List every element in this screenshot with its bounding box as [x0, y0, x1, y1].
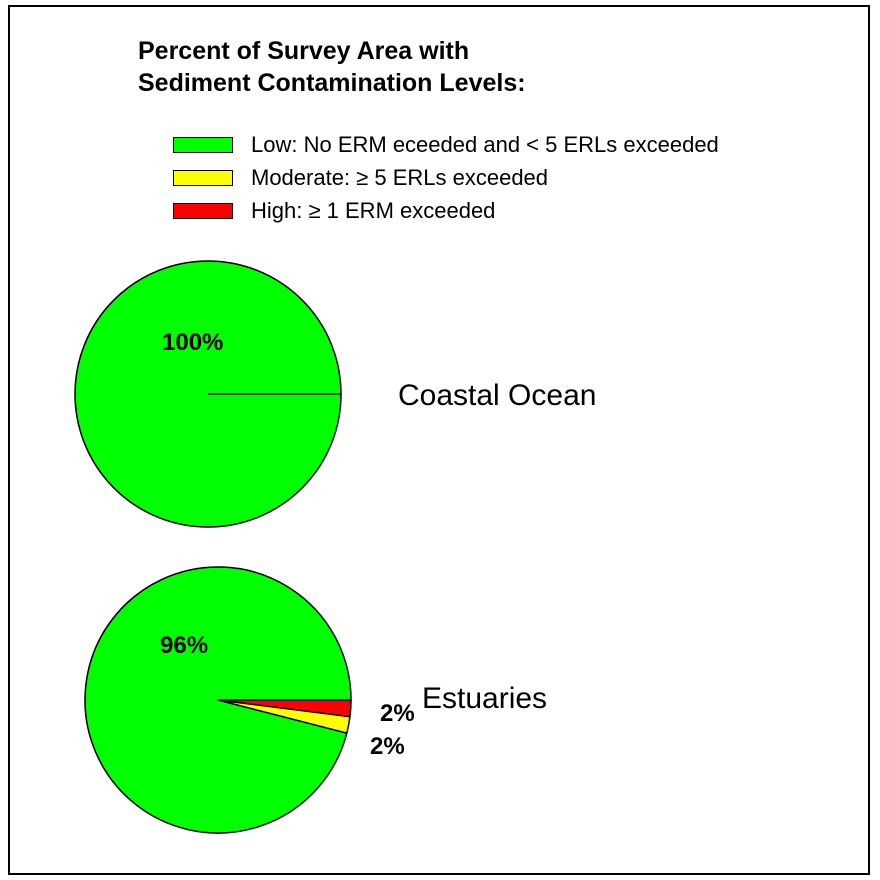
pie-estuaries-name: Estuaries	[422, 682, 547, 715]
pie-estuaries-slice-high	[217, 699, 352, 718]
legend: Low: No ERM eceeded and < 5 ERLs exceede…	[173, 128, 719, 227]
legend-swatch-moderate	[173, 169, 233, 186]
pie-estuaries-label-low: 96%	[160, 632, 208, 659]
pie-estuaries-label-high: 2%	[370, 733, 405, 760]
chart-title-line-2: Sediment Contamination Levels:	[138, 69, 526, 97]
legend-swatch-low	[173, 136, 233, 153]
legend-label-moderate: Moderate: ≥ 5 ERLs exceeded	[251, 164, 549, 190]
chart-title: Percent of Survey Area with Sediment Con…	[138, 35, 526, 99]
legend-item-moderate: Moderate: ≥ 5 ERLs exceeded	[173, 161, 719, 194]
pie-estuaries: 96% 2% 2% Estuaries	[84, 566, 547, 834]
legend-item-high: High: ≥ 1 ERM exceeded	[173, 194, 719, 227]
pie-coastal-ocean-name: Coastal Ocean	[398, 379, 596, 412]
legend-swatch-high	[173, 202, 233, 219]
legend-label-high: High: ≥ 1 ERM exceeded	[251, 197, 496, 223]
legend-label-low: Low: No ERM eceeded and < 5 ERLs exceede…	[251, 131, 719, 157]
pie-estuaries-label-moderate: 2%	[380, 700, 415, 727]
pie-coastal-ocean-label-low: 100%	[162, 329, 223, 356]
chart-title-line-1: Percent of Survey Area with	[138, 37, 470, 65]
pie-coastal-ocean: 100% Coastal Ocean	[74, 260, 596, 528]
legend-item-low: Low: No ERM eceeded and < 5 ERLs exceede…	[173, 128, 719, 161]
